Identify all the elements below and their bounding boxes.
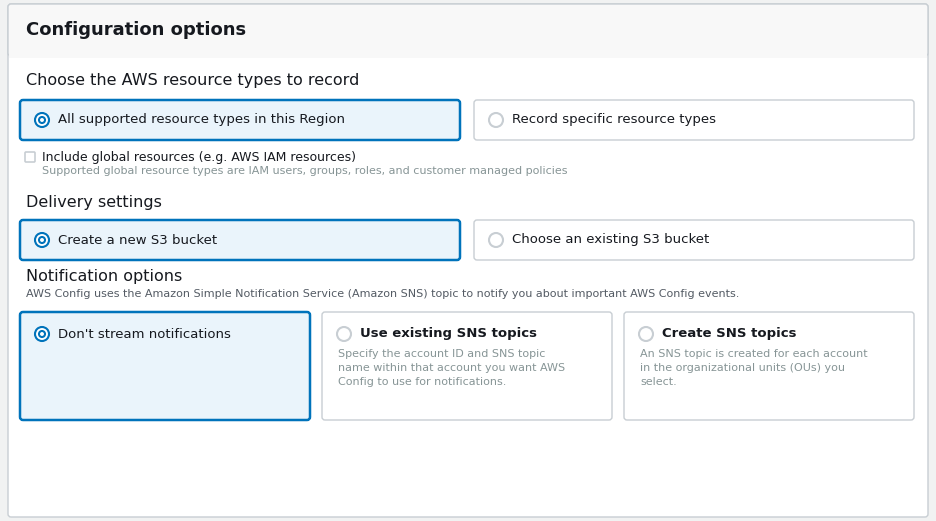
Text: Create a new S3 bucket: Create a new S3 bucket — [58, 233, 217, 246]
Text: select.: select. — [640, 377, 677, 387]
Text: Config to use for notifications.: Config to use for notifications. — [338, 377, 506, 387]
Circle shape — [40, 332, 44, 336]
Circle shape — [489, 233, 503, 247]
FancyBboxPatch shape — [8, 4, 928, 517]
Circle shape — [38, 236, 46, 244]
FancyBboxPatch shape — [322, 312, 612, 420]
FancyBboxPatch shape — [25, 152, 35, 162]
Text: Configuration options: Configuration options — [26, 21, 246, 39]
Text: Don't stream notifications: Don't stream notifications — [58, 328, 231, 341]
Circle shape — [40, 238, 44, 242]
Text: Record specific resource types: Record specific resource types — [512, 114, 716, 127]
FancyBboxPatch shape — [8, 4, 928, 56]
Circle shape — [489, 113, 503, 127]
FancyBboxPatch shape — [624, 312, 914, 420]
Circle shape — [35, 233, 49, 247]
Text: Create SNS topics: Create SNS topics — [662, 328, 797, 341]
FancyBboxPatch shape — [20, 100, 460, 140]
Text: AWS Config uses the Amazon Simple Notification Service (Amazon SNS) topic to not: AWS Config uses the Amazon Simple Notifi… — [26, 289, 739, 299]
Circle shape — [40, 118, 44, 122]
FancyBboxPatch shape — [474, 100, 914, 140]
Text: Specify the account ID and SNS topic: Specify the account ID and SNS topic — [338, 349, 546, 359]
Circle shape — [35, 113, 49, 127]
Text: An SNS topic is created for each account: An SNS topic is created for each account — [640, 349, 868, 359]
Circle shape — [35, 327, 49, 341]
FancyBboxPatch shape — [474, 220, 914, 260]
Bar — [9, 54, 927, 58]
Circle shape — [639, 327, 653, 341]
Text: Use existing SNS topics: Use existing SNS topics — [360, 328, 537, 341]
Text: name within that account you want AWS: name within that account you want AWS — [338, 363, 565, 373]
Text: Delivery settings: Delivery settings — [26, 194, 162, 209]
Text: Choose the AWS resource types to record: Choose the AWS resource types to record — [26, 72, 359, 88]
Text: Notification options: Notification options — [26, 269, 183, 284]
Text: in the organizational units (OUs) you: in the organizational units (OUs) you — [640, 363, 845, 373]
Circle shape — [38, 330, 46, 338]
Text: All supported resource types in this Region: All supported resource types in this Reg… — [58, 114, 345, 127]
Circle shape — [337, 327, 351, 341]
FancyBboxPatch shape — [20, 312, 310, 420]
Text: Supported global resource types are IAM users, groups, roles, and customer manag: Supported global resource types are IAM … — [42, 166, 567, 176]
Text: Include global resources (e.g. AWS IAM resources): Include global resources (e.g. AWS IAM r… — [42, 151, 356, 164]
Circle shape — [38, 116, 46, 124]
Text: Choose an existing S3 bucket: Choose an existing S3 bucket — [512, 233, 709, 246]
FancyBboxPatch shape — [20, 220, 460, 260]
